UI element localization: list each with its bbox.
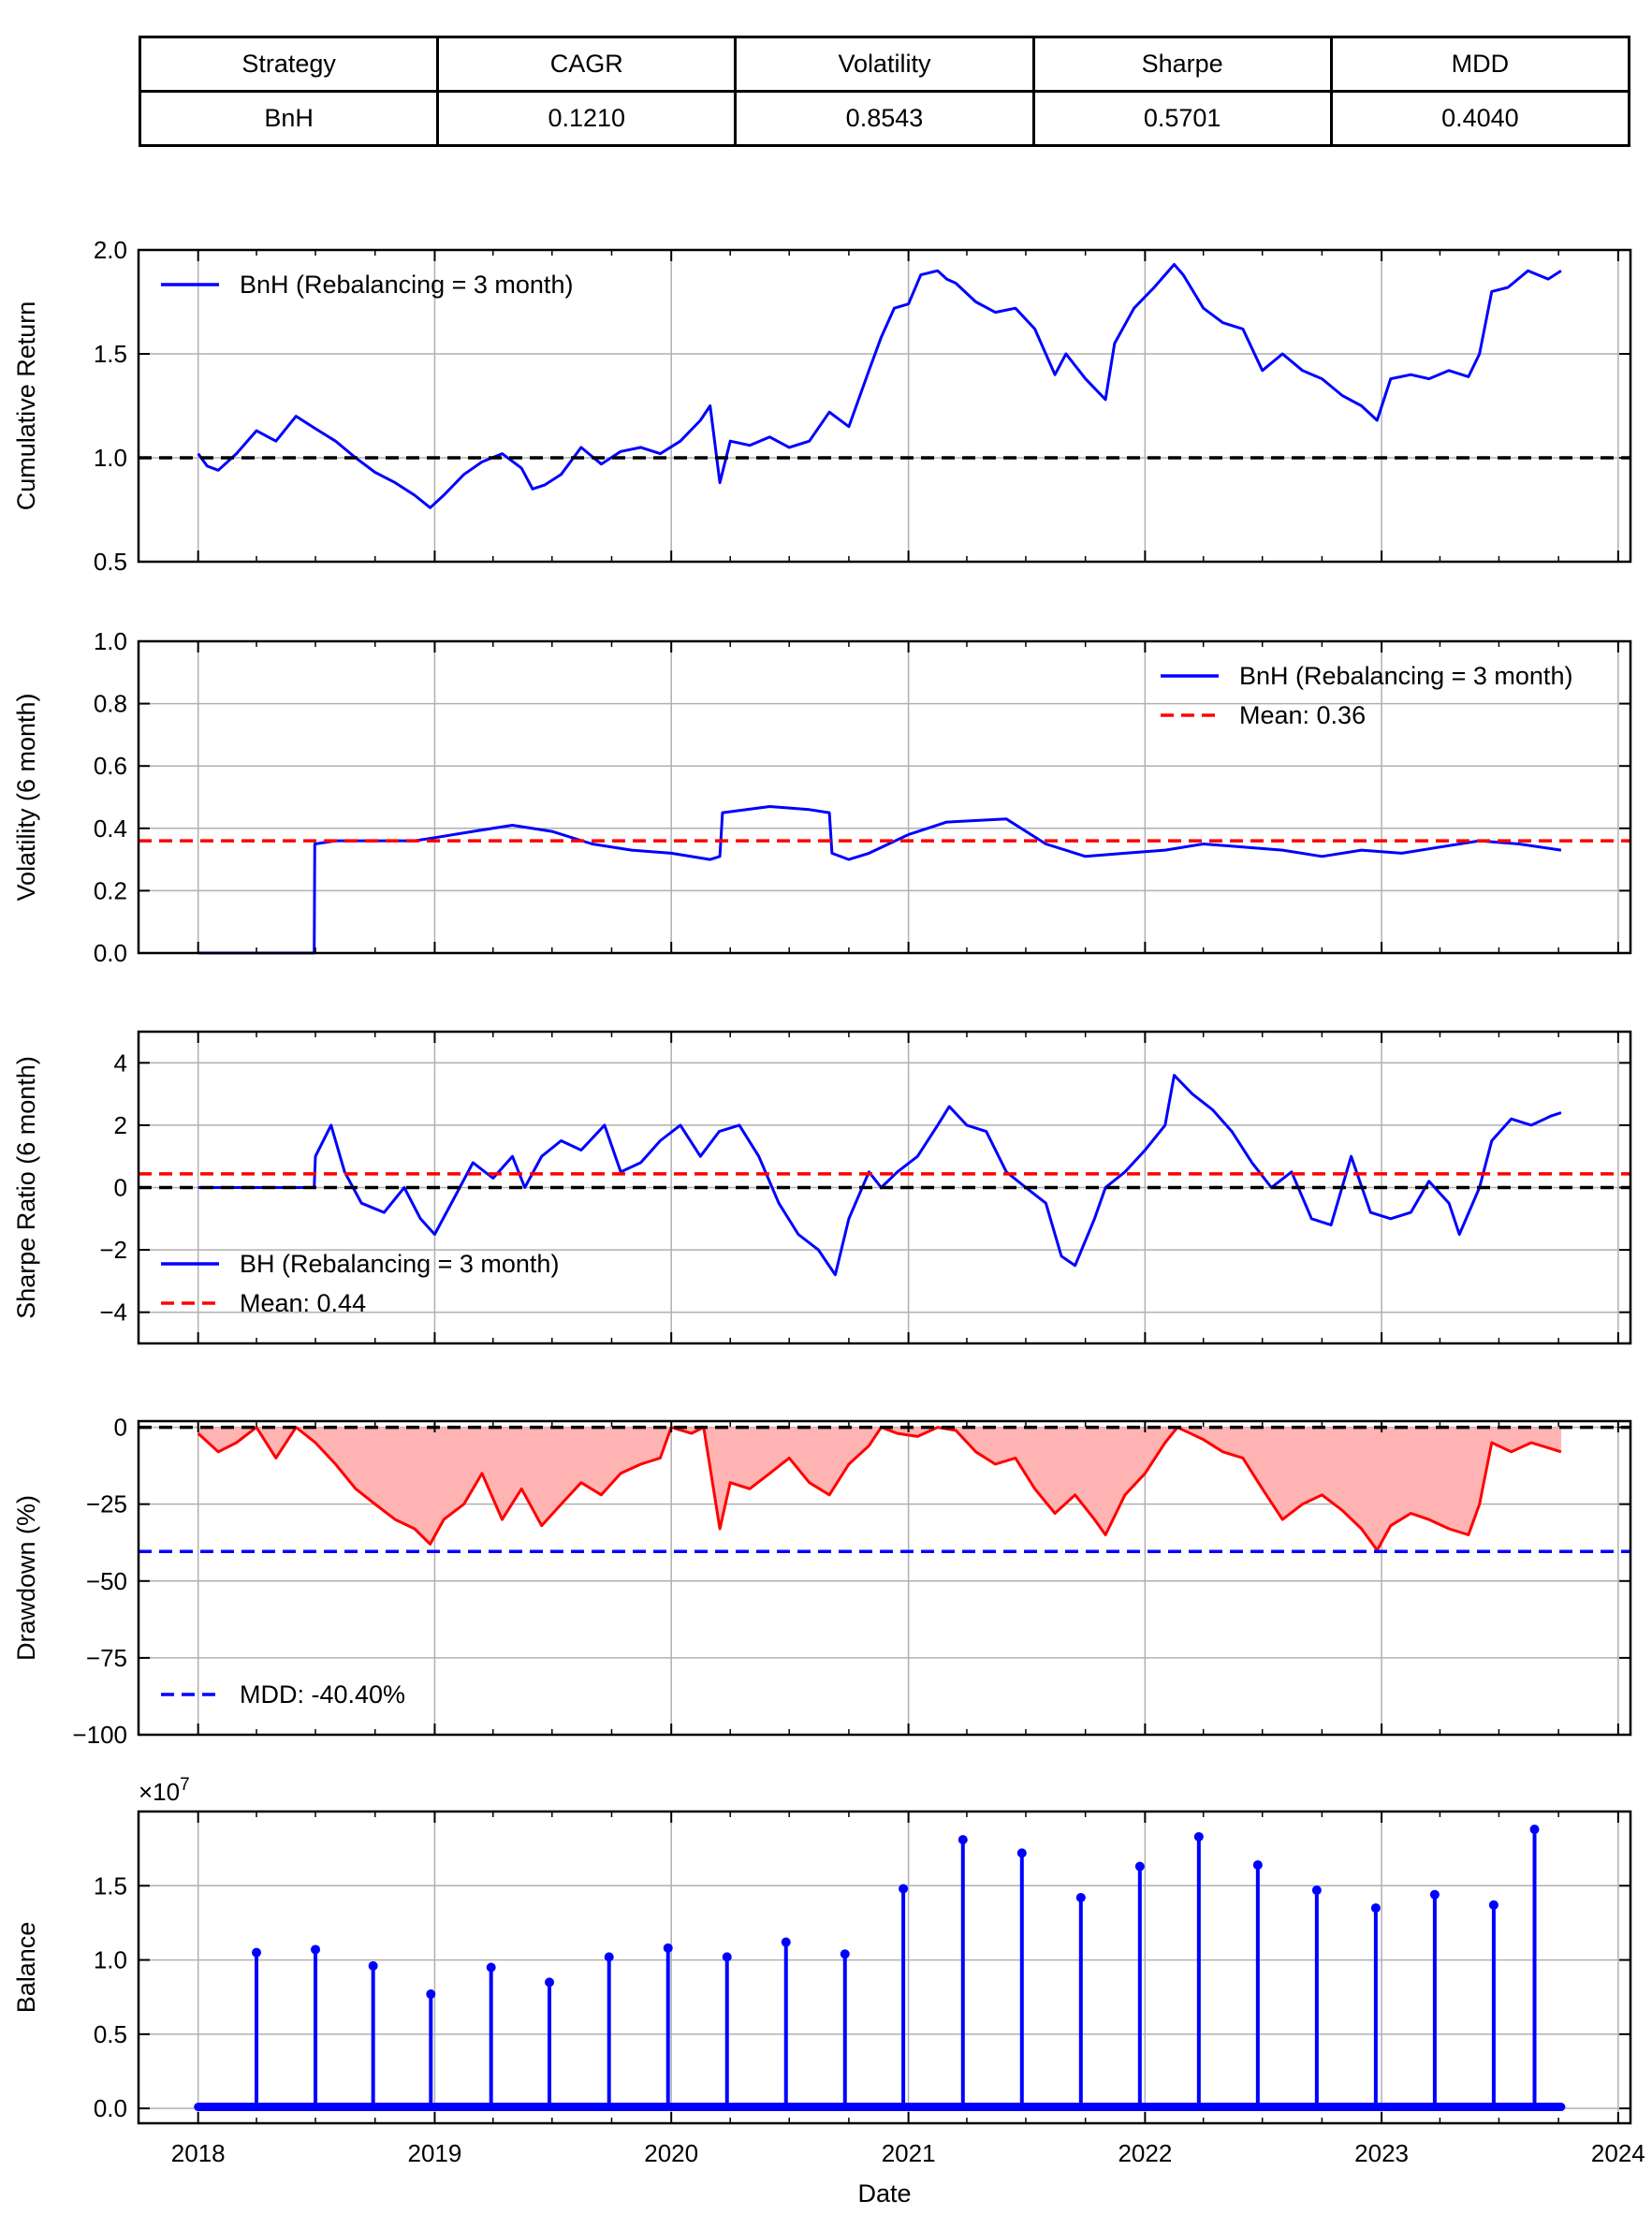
summary-cell-volatility: 0.8543 (734, 90, 1035, 147)
y-tick-label: 1.5 (94, 1871, 127, 1900)
legend-label: BnH (Rebalancing = 3 month) (240, 271, 573, 299)
summary-header-volatility: Volatility (734, 36, 1035, 93)
y-tick-label: 1.0 (94, 444, 127, 472)
y-tick-label: 0.5 (94, 548, 127, 576)
legend-label: Mean: 0.44 (240, 1289, 366, 1317)
y-tick-label: 0.8 (94, 690, 127, 718)
y-tick-label: 0.0 (94, 939, 127, 967)
y-axis-label: Sharpe Ratio (6 month) (12, 1056, 40, 1319)
y-axis-label: Balance (12, 1922, 40, 2014)
y-scale-label: ×107 (139, 1775, 190, 1806)
summary-header-mdd: MDD (1329, 36, 1631, 93)
x-tick-label: 2018 (171, 2139, 226, 2167)
x-axis-label: Date (857, 2179, 911, 2208)
balance-point (1529, 1825, 1540, 1835)
balance-point (1134, 1861, 1145, 1871)
balance-point (545, 1977, 555, 1988)
plot-frame (137, 248, 1632, 564)
summary-header-strategy: Strategy (138, 36, 440, 93)
y-tick-label: 2 (114, 1111, 127, 1139)
balance-point (486, 1962, 496, 1973)
balance-point (368, 1960, 378, 1971)
summary-cell-sharpe: 0.5701 (1031, 90, 1333, 147)
y-tick-label: 1.5 (94, 340, 127, 368)
x-tick-label: 2019 (408, 2139, 462, 2167)
balance-point (958, 1835, 968, 1845)
summary-header-sharpe: Sharpe (1031, 36, 1333, 93)
balance-point (1193, 1831, 1204, 1841)
y-tick-label: 0.6 (94, 752, 127, 780)
summary-table: Strategy CAGR Volatility Sharpe MDD BnH … (138, 36, 1631, 147)
y-axis-label: Cumulative Return (12, 301, 40, 511)
y-axis-label: Drawdown (%) (12, 1495, 40, 1661)
summary-cell-cagr: 0.1210 (436, 90, 738, 147)
panel-2: 0.0 0.2 0.4 0.6 0.8 1.0 Volatility (6 month) Bn… (12, 627, 1632, 967)
drawdown-area (197, 1427, 1561, 1550)
y-tick-label: −4 (99, 1298, 127, 1327)
y-tick-label: 0.0 (94, 2094, 127, 2122)
plot-frame (137, 639, 1632, 955)
balance-point (311, 1944, 321, 1955)
y-tick-label: −75 (86, 1644, 127, 1672)
balance-point (722, 1952, 732, 1962)
series-line (197, 263, 1562, 509)
summary-header-cagr: CAGR (436, 36, 738, 93)
y-tick-label: −25 (86, 1490, 127, 1518)
y-tick-label: 0 (114, 1414, 127, 1442)
y-tick-label: −2 (99, 1236, 127, 1264)
legend-label: BnH (Rebalancing = 3 month) (1239, 662, 1572, 690)
y-tick-label: 0.4 (94, 814, 127, 843)
y-tick-label: −100 (72, 1721, 127, 1749)
balance-point (840, 1949, 850, 1959)
balance-point (1429, 1889, 1440, 1900)
balance-point (663, 1943, 673, 1953)
balance-point (899, 1884, 909, 1894)
y-tick-label: 0.5 (94, 2020, 127, 2048)
y-tick-label: 1.0 (94, 627, 127, 655)
balance-point (1370, 1903, 1381, 1914)
balance-point (426, 1989, 436, 2000)
legend-label: Mean: 0.36 (1239, 701, 1366, 729)
y-axis-label: Volatility (6 month) (12, 693, 40, 901)
panel-5: 0.0 0.5 1.0 1.5 Balance ×107 (12, 1775, 1632, 2125)
legend-label: MDD: -40.40% (240, 1680, 405, 1709)
y-tick-label: 0 (114, 1174, 127, 1202)
balance-point (604, 1952, 614, 1962)
x-tick-label: 2024 (1591, 2139, 1645, 2167)
legend-label: BH (Rebalancing = 3 month) (240, 1250, 559, 1278)
balance-point (1252, 1860, 1263, 1870)
x-tick-label: 2022 (1118, 2139, 1172, 2167)
series-line (197, 1074, 1562, 1277)
summary-cell-strategy: BnH (138, 90, 440, 147)
balance-point (1488, 1900, 1498, 1910)
panel-4: −100 −75 −50 −25 0 Drawdown (%) MDD: -40.40% (12, 1414, 1632, 1749)
y-tick-label: −50 (86, 1567, 127, 1595)
balance-point (252, 1947, 262, 1958)
x-tick-label: 2020 (644, 2139, 698, 2167)
panel-1: 0.5 1.0 1.5 2.0 Cumulative Return BnH (Rebala… (12, 236, 1632, 576)
y-tick-label: 0.2 (94, 876, 127, 904)
y-tick-label: 4 (114, 1049, 127, 1077)
plot-frame (137, 1810, 1632, 2125)
panel-3: −4 −2 0 2 4 Sharpe Ratio (6 month) BH (Rebalan… (12, 1030, 1632, 1345)
x-tick-label: 2021 (882, 2139, 936, 2167)
balance-point (1075, 1892, 1086, 1902)
balance-point (1311, 1885, 1322, 1896)
series-line (197, 805, 1562, 955)
y-tick-label: 1.0 (94, 1946, 127, 1974)
x-tick-label: 2023 (1354, 2139, 1409, 2167)
summary-header-row: Strategy CAGR Volatility Sharpe MDD (138, 36, 1631, 93)
balance-point (1016, 1848, 1027, 1858)
balance-point (781, 1937, 791, 1947)
summary-data-row: BnH 0.1210 0.8543 0.5701 0.4040 (138, 90, 1631, 147)
y-tick-label: 2.0 (94, 236, 127, 264)
summary-cell-mdd: 0.4040 (1329, 90, 1631, 147)
plot-frame (137, 1419, 1632, 1737)
